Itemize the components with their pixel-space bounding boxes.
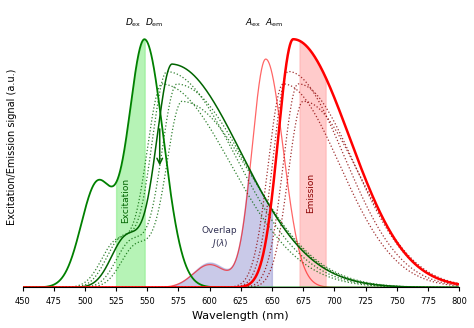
Text: Excitation: Excitation	[121, 178, 130, 223]
Text: $A_\mathrm{em}$: $A_\mathrm{em}$	[264, 17, 283, 29]
Text: Overlap
$J(\lambda)$: Overlap $J(\lambda)$	[202, 226, 237, 250]
X-axis label: Wavelength (nm): Wavelength (nm)	[192, 311, 289, 321]
Text: Emission: Emission	[306, 173, 315, 213]
Text: $A_\mathrm{ex}$: $A_\mathrm{ex}$	[245, 17, 261, 29]
Y-axis label: Excitation/Emission signal (a.u.): Excitation/Emission signal (a.u.)	[7, 69, 17, 225]
Text: $D_\mathrm{em}$: $D_\mathrm{em}$	[145, 17, 164, 29]
Text: $D_\mathrm{ex}$: $D_\mathrm{ex}$	[125, 17, 141, 29]
